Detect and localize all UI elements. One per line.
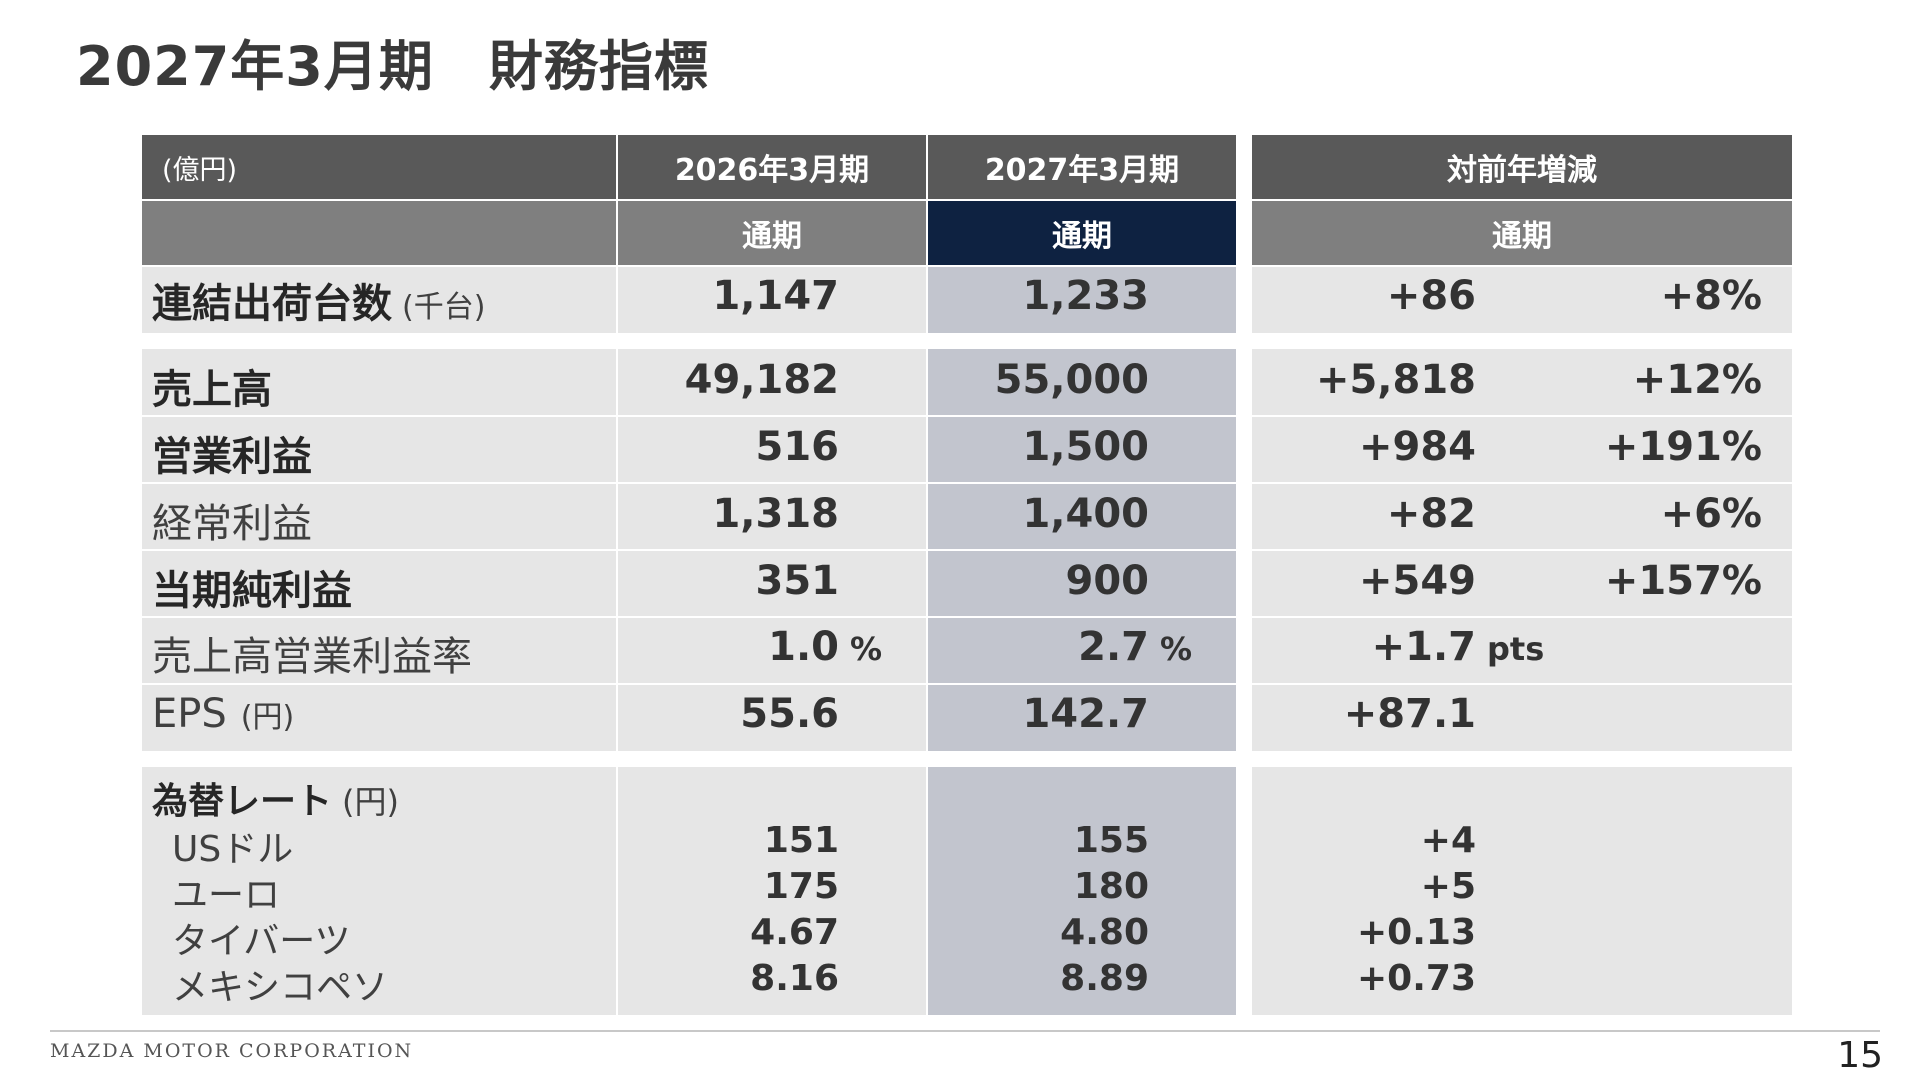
- row-unit: (円): [240, 700, 295, 735]
- fy2026-value: 1,147: [712, 273, 839, 319]
- fy2026-value: 351: [755, 558, 840, 604]
- unit-label-header: (億円): [142, 135, 616, 199]
- fx-unit: (円): [342, 783, 399, 821]
- diff-value: +984: [1358, 424, 1476, 470]
- fx-diff: +5: [1420, 866, 1476, 907]
- footer-divider: [50, 1030, 1880, 1032]
- fy2027-unit: %: [1160, 630, 1193, 668]
- fx-fy2026: 4.67: [750, 912, 839, 953]
- label-subheader: [142, 201, 616, 265]
- fx-header: 為替レート (円): [152, 772, 399, 824]
- fy2027-value: 142.7: [1022, 691, 1149, 737]
- pct-value: +157%: [1604, 558, 1762, 604]
- row-unit: (千台): [402, 290, 486, 325]
- cell-bg: [618, 267, 926, 333]
- row-divider: [142, 616, 1792, 618]
- row-label: EPS: [152, 691, 227, 737]
- fx-label: 為替レート: [152, 781, 333, 822]
- page-title: 2027年3月期 財務指標: [76, 35, 709, 98]
- pct-value: +8%: [1660, 273, 1762, 319]
- diff-value: +549: [1358, 558, 1476, 604]
- fy2027-value: 55,000: [994, 357, 1149, 403]
- pct-value: +12%: [1632, 357, 1762, 403]
- cell-bg: [142, 767, 616, 1015]
- row-label-operating-income: 営業利益: [152, 434, 312, 480]
- fy2026-value: 1.0: [768, 624, 839, 670]
- fx-fy2026: 8.16: [750, 958, 839, 999]
- fy2027-value: 1,400: [1022, 491, 1149, 537]
- fy2027-value: 2.7: [1078, 624, 1149, 670]
- fy2026-value: 516: [755, 424, 840, 470]
- fx-fy2027: 4.80: [1060, 912, 1149, 953]
- fx-fy2027: 155: [1073, 820, 1149, 861]
- row-label-ordinary-income: 経常利益: [152, 501, 312, 547]
- fy2026-unit: %: [850, 630, 883, 668]
- cell-bg: [928, 267, 1236, 333]
- row-divider: [142, 482, 1792, 484]
- row-label: 連結出荷台数: [152, 281, 392, 327]
- fx-diff: +0.73: [1357, 958, 1476, 999]
- diff-unit: pts: [1487, 630, 1545, 668]
- fx-name-mxn: メキシコペソ: [172, 967, 389, 1008]
- pct-value: +6%: [1660, 491, 1762, 537]
- company-name: MAZDA MOTOR CORPORATION: [50, 1040, 414, 1062]
- diff-value: +1.7: [1371, 624, 1476, 670]
- change-subheader: 通期: [1252, 201, 1792, 265]
- fy2027-value: 1,500: [1022, 424, 1149, 470]
- fy2026-header: 2026年3月期: [618, 135, 926, 199]
- diff-value: +87.1: [1343, 691, 1476, 737]
- change-header: 対前年増減: [1252, 135, 1792, 199]
- fx-fy2027: 8.89: [1060, 958, 1149, 999]
- fy2026-value: 1,318: [712, 491, 839, 537]
- fx-fy2026: 151: [763, 820, 839, 861]
- fx-name-thb: タイバーツ: [172, 921, 351, 962]
- fx-diff: +4: [1420, 820, 1476, 861]
- row-label-sales: 売上高: [152, 367, 272, 413]
- cell-bg: [1252, 267, 1792, 333]
- diff-value: +86: [1386, 273, 1476, 319]
- fy2026-value: 49,182: [684, 357, 839, 403]
- diff-value: +82: [1386, 491, 1476, 537]
- row-label-eps: EPS (円): [142, 691, 294, 737]
- fx-fy2027: 180: [1073, 866, 1149, 907]
- row-divider: [142, 415, 1792, 417]
- row-label-net-income: 当期純利益: [152, 568, 352, 614]
- cell-bg: [618, 767, 926, 1015]
- row-label-operating-margin: 売上高営業利益率: [152, 634, 472, 680]
- fy2027-value: 1,233: [1022, 273, 1149, 319]
- cell-bg: [1252, 767, 1792, 1015]
- fy2027-subheader: 通期: [928, 201, 1236, 265]
- table-row-label-shipments: 連結出荷台数 (千台): [142, 267, 616, 333]
- pct-value: +191%: [1604, 424, 1762, 470]
- fy2027-value: 900: [1065, 558, 1150, 604]
- fx-name-eur: ユーロ: [172, 875, 281, 916]
- diff-value: +5,818: [1315, 357, 1476, 403]
- cell-bg: [928, 767, 1236, 1015]
- row-divider: [142, 549, 1792, 551]
- fy2027-header: 2027年3月期: [928, 135, 1236, 199]
- row-divider: [142, 683, 1792, 685]
- fx-fy2026: 175: [763, 866, 839, 907]
- fy2026-value: 55.6: [740, 691, 839, 737]
- fx-name-usd: USドル: [172, 829, 294, 870]
- fy2026-subheader: 通期: [618, 201, 926, 265]
- fx-diff: +0.13: [1357, 912, 1476, 953]
- page-number: 15: [1837, 1035, 1883, 1076]
